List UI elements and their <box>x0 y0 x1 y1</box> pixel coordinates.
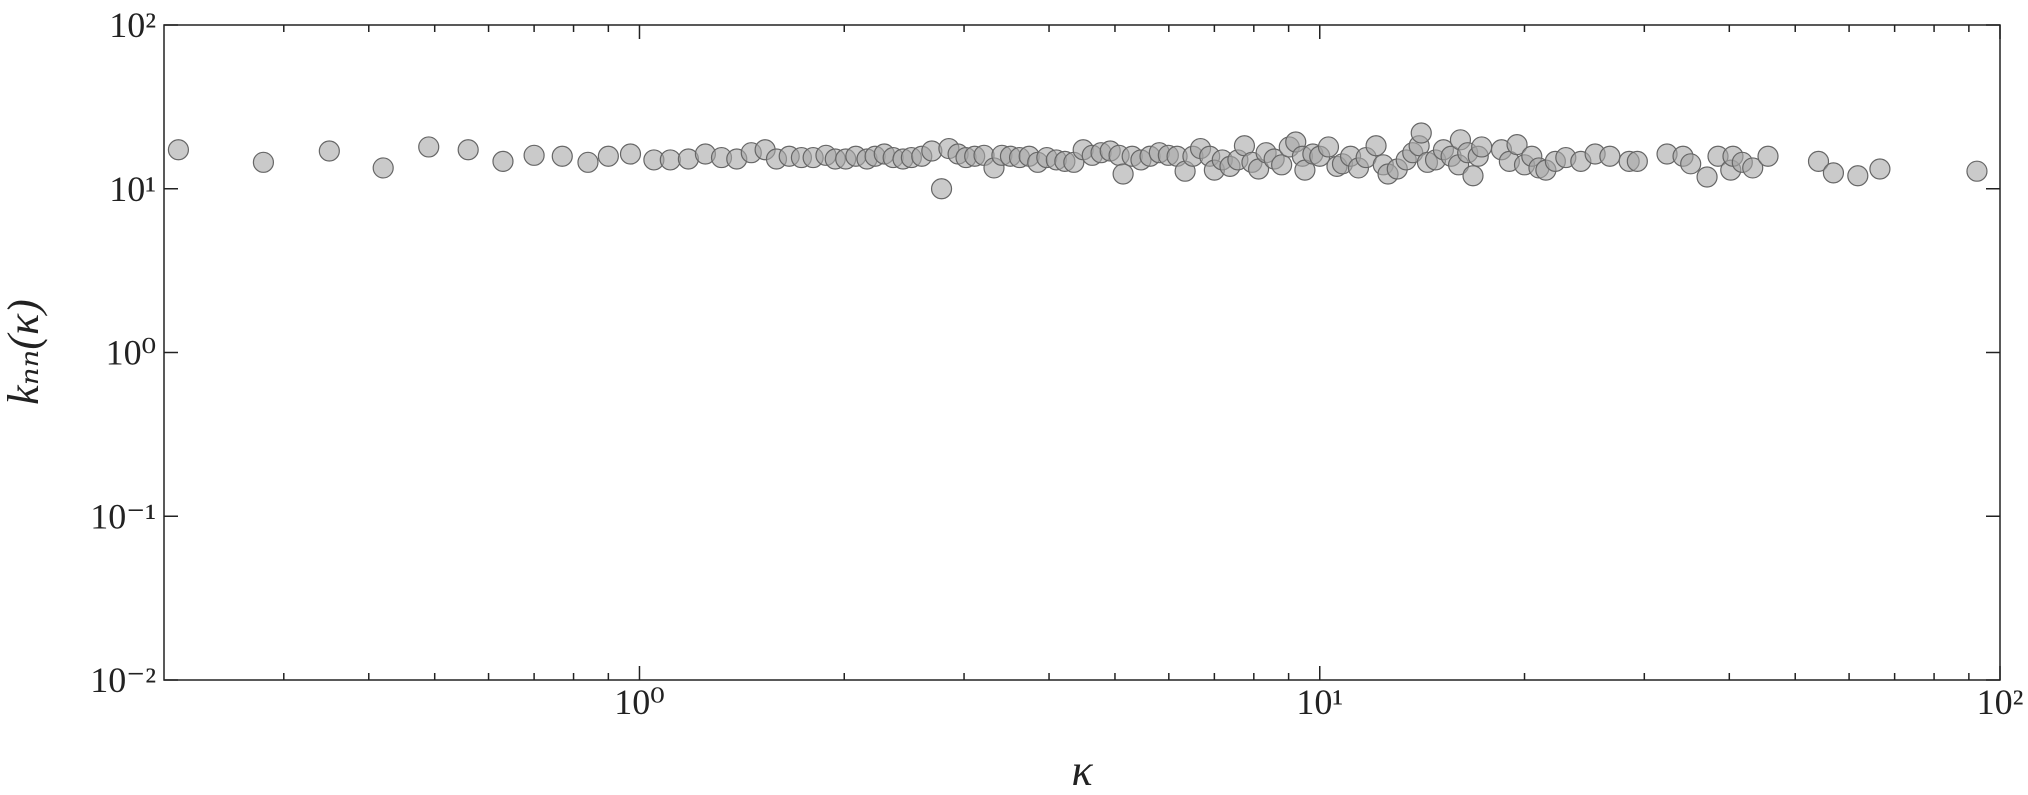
point <box>577 151 599 173</box>
y-tick-label: 10¹ <box>109 169 156 209</box>
point <box>1462 165 1484 187</box>
y-axis-label: kₙₙ(κ) <box>0 299 48 405</box>
point <box>418 136 440 158</box>
y-tick-label: 10⁻¹ <box>90 496 156 536</box>
point <box>1599 145 1621 167</box>
point <box>1847 165 1869 187</box>
point <box>619 143 642 165</box>
x-axis-label: κ <box>1071 746 1093 795</box>
point <box>1807 150 1830 172</box>
y-tick-label: 10⁰ <box>106 333 156 373</box>
point <box>659 149 681 171</box>
point <box>1317 136 1340 158</box>
point <box>523 144 545 166</box>
point <box>1365 135 1387 157</box>
x-tick-label: 10⁰ <box>614 682 664 722</box>
point <box>318 140 340 162</box>
point <box>1680 153 1702 175</box>
point <box>167 139 190 161</box>
point <box>1271 154 1293 176</box>
point <box>372 157 394 179</box>
plot-frame <box>163 24 2001 681</box>
point <box>1410 122 1432 144</box>
point <box>1112 163 1134 185</box>
point <box>457 139 479 161</box>
point <box>252 151 275 173</box>
point <box>1822 162 1845 184</box>
point <box>1506 134 1528 156</box>
point <box>1757 145 1779 167</box>
point <box>1696 166 1718 188</box>
x-tick-label: 10¹ <box>1296 682 1343 722</box>
y-tick-label: 10² <box>109 5 156 45</box>
y-tick-label: 10⁻² <box>90 660 156 700</box>
point <box>1471 136 1493 158</box>
point <box>930 178 953 200</box>
x-tick-label: 10² <box>1977 682 2024 722</box>
point <box>1869 158 1891 180</box>
point <box>1966 160 1988 182</box>
point <box>1626 150 1648 172</box>
point <box>551 145 573 167</box>
point <box>492 150 514 172</box>
point <box>597 145 619 167</box>
point <box>1742 157 1764 179</box>
